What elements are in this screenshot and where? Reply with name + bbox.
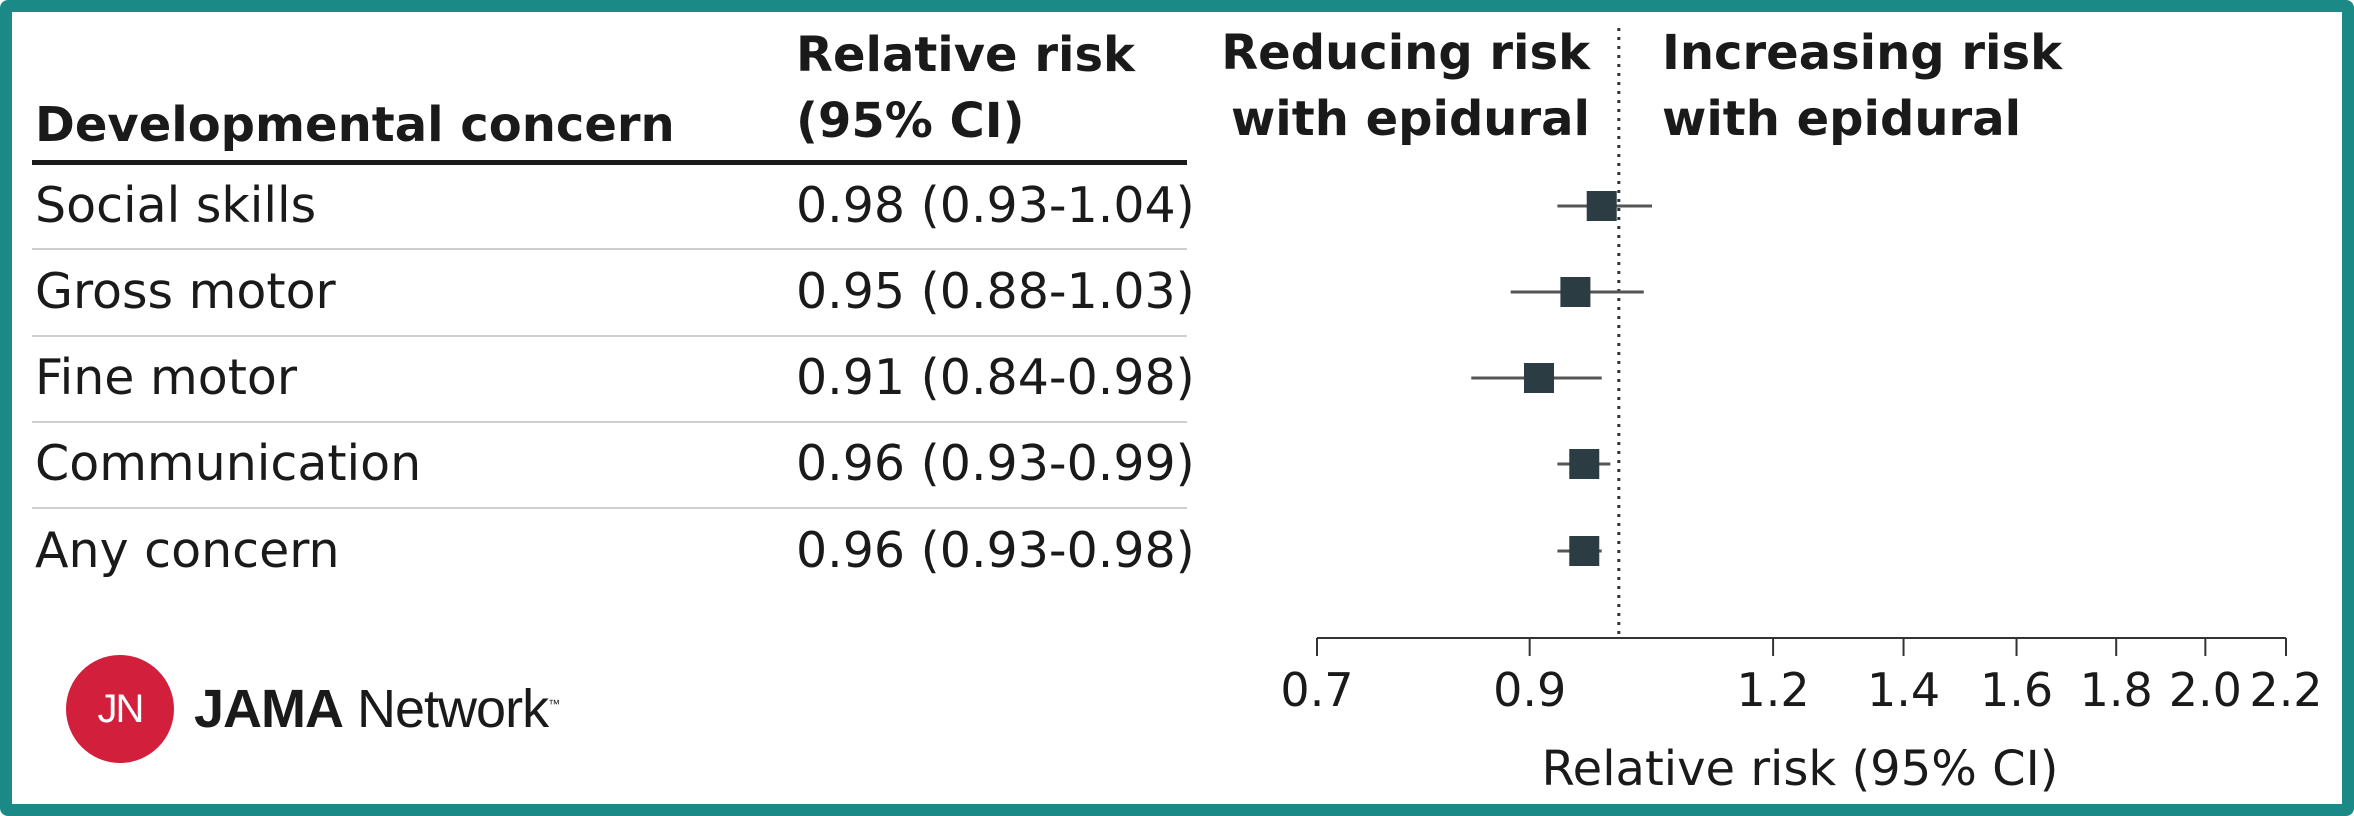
row-divider (32, 421, 1187, 423)
row-divider (32, 248, 1187, 250)
row-ci-value: 0.95 (0.88-1.03) (796, 263, 1195, 320)
header-rule (32, 160, 1187, 165)
x-tick-label: 1.2 (1737, 663, 1810, 717)
row-label: Social skills (35, 177, 317, 234)
logo-monogram: JN (97, 686, 145, 731)
x-tick-label: 2.2 (2249, 663, 2322, 717)
x-tick-label: 2.0 (2169, 663, 2242, 717)
jama-network-logo: JN JAMA Network™ (66, 655, 560, 763)
row-ci-value: 0.91 (0.84-0.98) (796, 349, 1195, 406)
row-divider (32, 507, 1187, 509)
row-ci-value: 0.96 (0.93-0.99) (796, 435, 1195, 492)
row-divider (32, 335, 1187, 337)
brand-name-bold: JAMA (194, 679, 344, 739)
x-tick-label: 1.4 (1867, 663, 1940, 717)
annotation-increasing-line1: Increasing risk (1662, 25, 2063, 81)
point-estimate-marker (1569, 536, 1600, 566)
row-label: Gross motor (35, 263, 336, 320)
point-estimate-marker (1569, 449, 1600, 479)
row-label: Communication (35, 435, 422, 492)
x-tick-label: 0.9 (1493, 663, 1566, 717)
column-header-rr-line2: (95% CI) (796, 93, 1025, 149)
x-tick-label: 0.7 (1280, 663, 1353, 717)
annotation-reducing-line1: Reducing risk (1221, 25, 1591, 81)
row-ci-value: 0.98 (0.93-1.04) (796, 177, 1195, 234)
brand-trademark: ™ (548, 697, 560, 711)
row-label: Any concern (35, 522, 340, 579)
jn-logo-icon: JN (66, 655, 174, 763)
annotation-reducing-line2: with epidural (1231, 91, 1590, 147)
point-estimate-marker (1586, 191, 1617, 221)
column-header-rr-line1: Relative risk (796, 27, 1135, 83)
point-estimate-marker (1524, 363, 1555, 393)
annotation-increasing-line2: with epidural (1662, 91, 2021, 147)
column-header-concern: Developmental concern (35, 97, 675, 153)
row-ci-value: 0.96 (0.93-0.98) (796, 522, 1195, 579)
brand-name: JAMA Network™ (194, 678, 560, 740)
x-tick-label: 1.6 (1980, 663, 2053, 717)
row-label: Fine motor (35, 349, 298, 406)
brand-name-light: Network (343, 679, 549, 739)
x-tick-label: 1.8 (2080, 663, 2153, 717)
x-axis-label: Relative risk (95% CI) (1541, 741, 2058, 797)
point-estimate-marker (1560, 277, 1591, 307)
